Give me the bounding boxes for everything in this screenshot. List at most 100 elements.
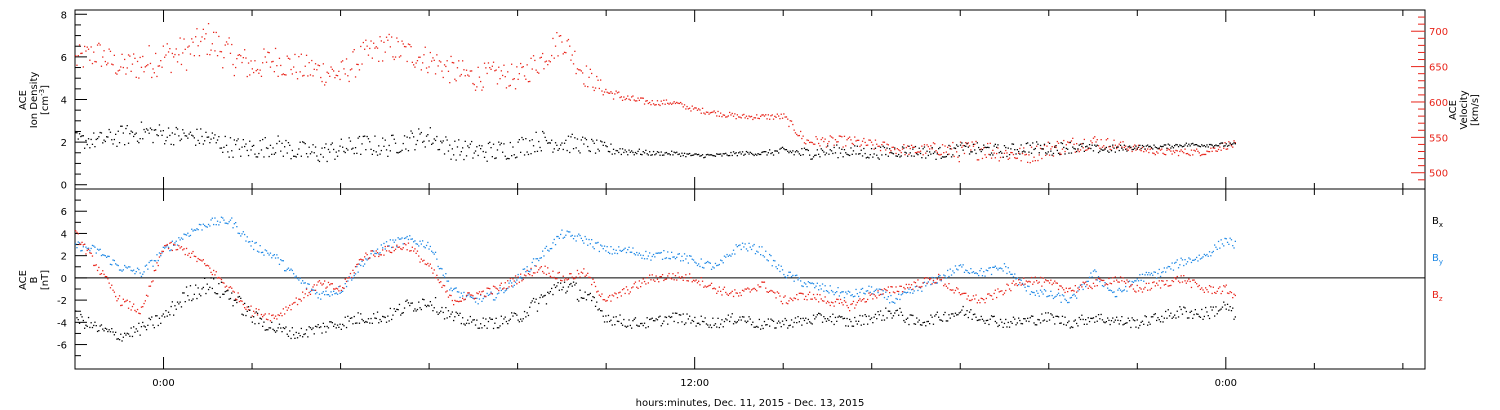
density-series-point xyxy=(948,144,950,147)
bx-y-series-point xyxy=(453,288,455,290)
density-series-point xyxy=(130,130,132,132)
bx-series-point xyxy=(267,329,269,331)
bx-series-point xyxy=(389,307,391,310)
density-series-point xyxy=(127,142,130,144)
bx-series-point xyxy=(476,319,478,321)
bz-series-point xyxy=(93,264,95,267)
bx-y-series-point xyxy=(424,247,426,249)
bx-series-point xyxy=(1019,319,1021,322)
bx-series-point xyxy=(849,318,851,321)
bx-series-point xyxy=(299,335,301,337)
density-series-point xyxy=(1046,153,1048,155)
bz-series-point xyxy=(469,294,471,296)
density-series-point xyxy=(296,153,299,155)
bx-series-point xyxy=(1030,315,1033,317)
density-series-point xyxy=(1029,144,1031,146)
bx-series-point xyxy=(207,288,210,291)
bx-y-series-point xyxy=(562,237,564,239)
bz-series-point xyxy=(949,289,951,291)
bx-y-series-point xyxy=(1185,263,1187,265)
bx-series-point xyxy=(1139,324,1141,327)
velocity-series-point xyxy=(823,140,825,143)
velocity-series-point xyxy=(845,145,847,147)
bx-y-series-point xyxy=(450,287,452,289)
bx-series-point xyxy=(144,326,146,328)
density-series-point xyxy=(1036,141,1038,143)
density-series-point xyxy=(738,152,740,154)
density-series-point xyxy=(1159,145,1162,147)
bx-series-point xyxy=(750,324,753,326)
bx-series-point xyxy=(570,282,572,285)
bz-series-point xyxy=(298,298,300,300)
bx-y-series-point xyxy=(264,249,266,251)
bx-series-point xyxy=(842,318,844,320)
velocity-series-point xyxy=(1019,147,1021,150)
bx-y-series-point xyxy=(130,269,132,272)
bz-series-point xyxy=(917,279,919,281)
velocity-series-point xyxy=(318,65,321,67)
bz-series-point xyxy=(80,243,82,245)
density-series-point xyxy=(890,151,892,154)
bz-series-point xyxy=(456,300,459,302)
bx-series-point xyxy=(338,326,340,328)
bx-series-point xyxy=(525,316,527,318)
bx-y-series-point xyxy=(179,239,181,241)
bx-series-point xyxy=(331,322,333,324)
velocity-series-point xyxy=(247,62,250,64)
bx-series-point xyxy=(224,291,226,293)
bz-series-point xyxy=(1201,287,1203,289)
velocity-series-point xyxy=(93,51,95,53)
bx-series-point xyxy=(600,310,602,312)
bx-series-point xyxy=(255,311,257,313)
bx-y-series-point xyxy=(720,259,722,261)
bx-series-point xyxy=(660,325,662,327)
bx-y-series-point xyxy=(825,290,828,292)
velocity-series-point xyxy=(713,110,715,112)
bz-series-point xyxy=(383,254,385,256)
bx-y-series-point xyxy=(378,253,380,255)
density-series-point xyxy=(634,151,637,154)
velocity-series-point xyxy=(232,63,234,66)
bz-series-point xyxy=(121,304,123,306)
velocity-series-point xyxy=(811,141,813,144)
bz-series-point xyxy=(302,291,304,293)
density-series-point xyxy=(743,154,745,156)
bx-y-series-point xyxy=(462,295,464,297)
velocity-series-point xyxy=(575,72,577,75)
bx-y-series-point xyxy=(1143,280,1145,282)
bx-y-series-point xyxy=(1077,290,1079,292)
bz-series-point xyxy=(531,275,533,277)
density-series-point xyxy=(997,144,999,146)
bx-series-point xyxy=(383,316,385,318)
density-series-point xyxy=(1028,151,1030,153)
velocity-series-point xyxy=(1196,148,1198,150)
density-series-point xyxy=(1150,146,1153,149)
velocity-series-point xyxy=(851,142,853,145)
bx-y-series-point xyxy=(661,258,664,260)
velocity-series-point xyxy=(1159,149,1162,151)
field-axis-label-line2: B xyxy=(29,276,40,283)
density-series-point xyxy=(451,148,453,150)
bz-series-point xyxy=(1010,290,1012,292)
bz-series-point xyxy=(790,298,793,300)
velocity-series-point xyxy=(1028,154,1030,156)
bx-y-series-point xyxy=(1028,285,1030,288)
velocity-series-point xyxy=(302,75,304,77)
density-series-point xyxy=(1166,147,1168,149)
density-series-point xyxy=(1015,153,1017,155)
bx-y-series-point xyxy=(1226,241,1229,243)
density-series-point xyxy=(654,154,656,156)
bx-y-series-point xyxy=(1118,287,1120,290)
bx-y-series-point xyxy=(578,233,580,235)
bz-series-point xyxy=(143,302,145,305)
bz-series-point xyxy=(727,294,729,296)
bx-y-series-point xyxy=(774,260,776,262)
bx-y-series-point xyxy=(1170,268,1172,270)
velocity-series-point xyxy=(997,147,999,149)
velocity-series-point xyxy=(471,70,473,72)
bz-series-point xyxy=(397,246,399,248)
density-series-point xyxy=(708,154,710,156)
density-series-point xyxy=(1127,146,1129,148)
bx-y-series-point xyxy=(1205,254,1207,257)
velocity-series-point xyxy=(428,66,430,68)
